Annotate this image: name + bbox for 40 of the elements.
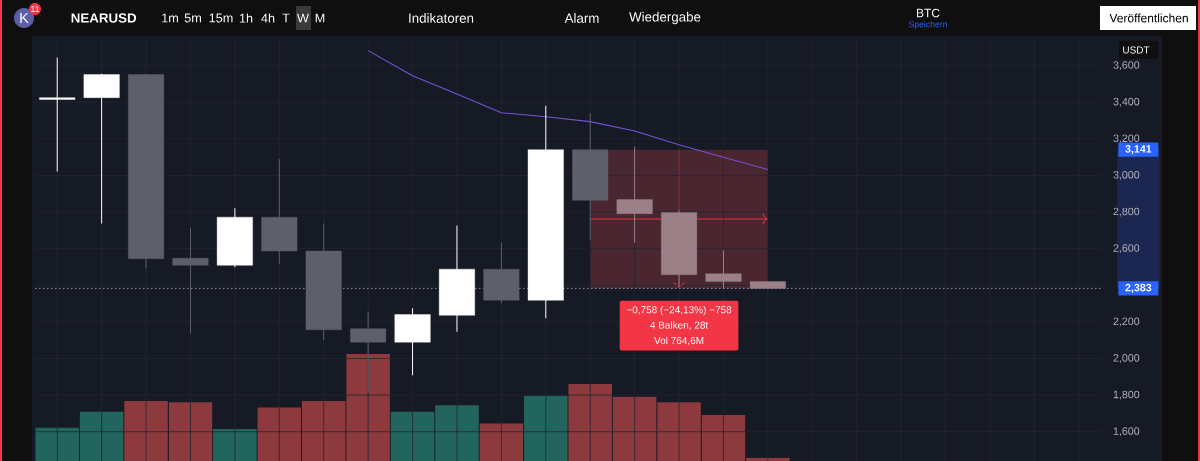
y-tick-label: 3,200	[1113, 134, 1140, 144]
text: BTC	[916, 8, 940, 18]
line-series	[367, 50, 769, 171]
annotation: 4 Balken, 28t	[650, 321, 709, 330]
y-tick-label: 3,400	[1113, 97, 1140, 107]
text: T	[282, 13, 290, 23]
y-tick-label: 2,000	[1113, 354, 1140, 363]
text: 4h	[261, 13, 275, 23]
y-tick-label: 1,800	[1113, 390, 1140, 400]
text: Alarm	[564, 13, 599, 23]
bar	[479, 423, 524, 461]
text: Wiedergabe	[629, 11, 701, 25]
y-tick-label: 1,600	[1113, 427, 1140, 437]
candlestick	[616, 146, 653, 244]
bar	[213, 428, 257, 461]
text: Indikatoren	[409, 13, 474, 23]
y-tick-label: 3,600	[1113, 61, 1140, 71]
text: USDT	[1123, 46, 1150, 54]
y-tick-label: 2,800	[1113, 207, 1140, 217]
text: Veröffentlichen	[1109, 13, 1188, 23]
text: 3,141	[1125, 145, 1152, 155]
candlestick	[39, 57, 76, 173]
y-tick-label: 2,600	[1113, 244, 1140, 254]
text: 1m	[162, 13, 178, 23]
text: 2,383	[1125, 283, 1152, 293]
text: W	[297, 13, 309, 23]
annotation: −0,758 (−24,13%) −758	[626, 306, 732, 316]
bar	[524, 395, 568, 461]
chart-title: NEARUSD	[71, 13, 137, 23]
text: 11	[31, 6, 40, 12]
annotation: Vol 764,6M	[654, 336, 704, 346]
candlestick	[172, 227, 209, 335]
y-tick-label: 3,000	[1113, 171, 1140, 180]
text: K	[20, 12, 29, 24]
text: 15m	[209, 13, 233, 23]
text: M	[315, 13, 325, 23]
text: 5m	[184, 13, 201, 23]
text: 1h	[239, 13, 253, 23]
y-tick-label: 2,200	[1113, 317, 1140, 327]
text: Speichern	[908, 20, 947, 30]
